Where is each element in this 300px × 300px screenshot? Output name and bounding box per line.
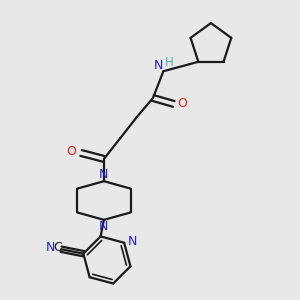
Text: N: N [46,241,56,254]
Text: C: C [54,241,62,254]
Text: O: O [67,145,76,158]
Text: N: N [128,235,137,248]
Text: N: N [154,59,164,72]
Text: N: N [99,168,109,181]
Text: H: H [165,56,174,69]
Text: N: N [99,220,109,233]
Text: O: O [177,98,187,110]
